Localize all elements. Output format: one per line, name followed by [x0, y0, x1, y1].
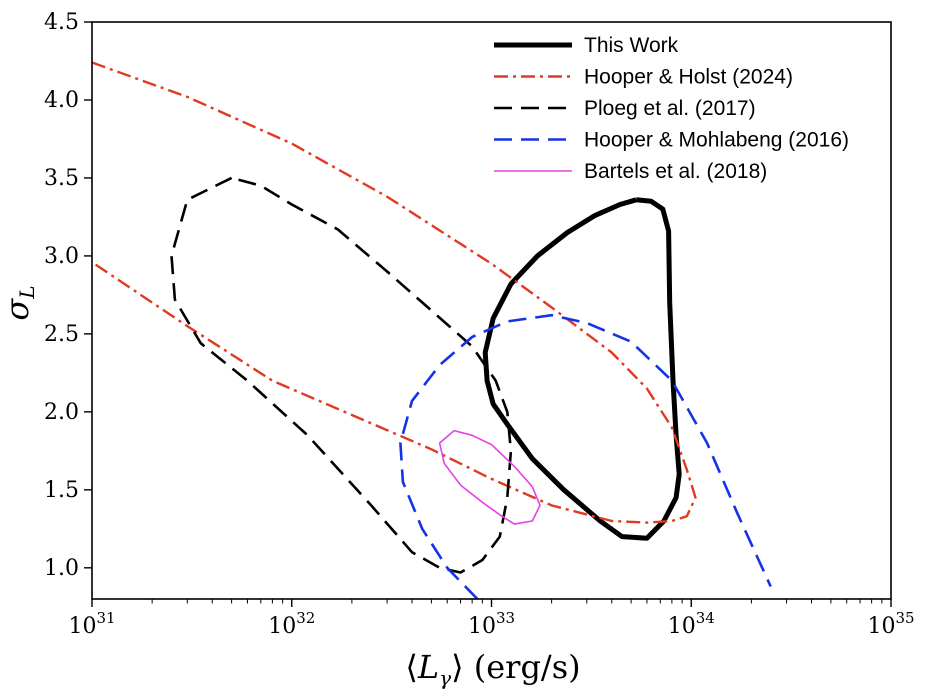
legend-label-1: Hooper & Holst (2024)	[584, 66, 793, 89]
legend: This Work Hooper & Holst (2024) Ploeg et a…	[494, 34, 849, 183]
y-tick-label: 2.0	[44, 400, 79, 425]
legend-label-4: Bartels et al. (2018)	[584, 160, 767, 183]
x-tick-label: 1035	[867, 609, 914, 639]
x-tick-label: 1032	[268, 609, 315, 639]
series-line-2	[170, 176, 513, 574]
x-tick-label: 1031	[68, 609, 115, 639]
y-tick-label: 4.5	[44, 10, 79, 35]
plot-frame	[91, 21, 892, 600]
y-tick-label: 1.5	[44, 478, 79, 503]
x-tick-label: 1033	[468, 609, 515, 639]
y-tick-label: 1.0	[44, 556, 79, 581]
y-axis-title: σL	[0, 285, 39, 320]
series-line-3	[399, 313, 772, 599]
y-tick-label: 3.0	[44, 244, 79, 269]
curves	[92, 61, 772, 599]
legend-label-3: Hooper & Mohlabeng (2016)	[584, 129, 849, 152]
ticks: 1031 1032 1033 1034 1035 1.0 1.5 2.0 2.5 3.0 3.5 4.…	[44, 10, 915, 639]
x-tick-label: 1034	[668, 609, 715, 639]
y-tick-label: 4.0	[44, 88, 79, 113]
series-line-0	[482, 197, 682, 541]
y-tick-label: 2.5	[44, 322, 79, 347]
y-tick-label: 3.5	[44, 166, 79, 191]
legend-label-2: Ploeg et al. (2017)	[584, 97, 756, 120]
legend-label-0: This Work	[584, 34, 679, 57]
x-axis-title: ⟨Lγ⟩ (erg/s)	[405, 648, 580, 690]
series-line-1	[92, 61, 697, 524]
series-line-4	[438, 429, 541, 525]
